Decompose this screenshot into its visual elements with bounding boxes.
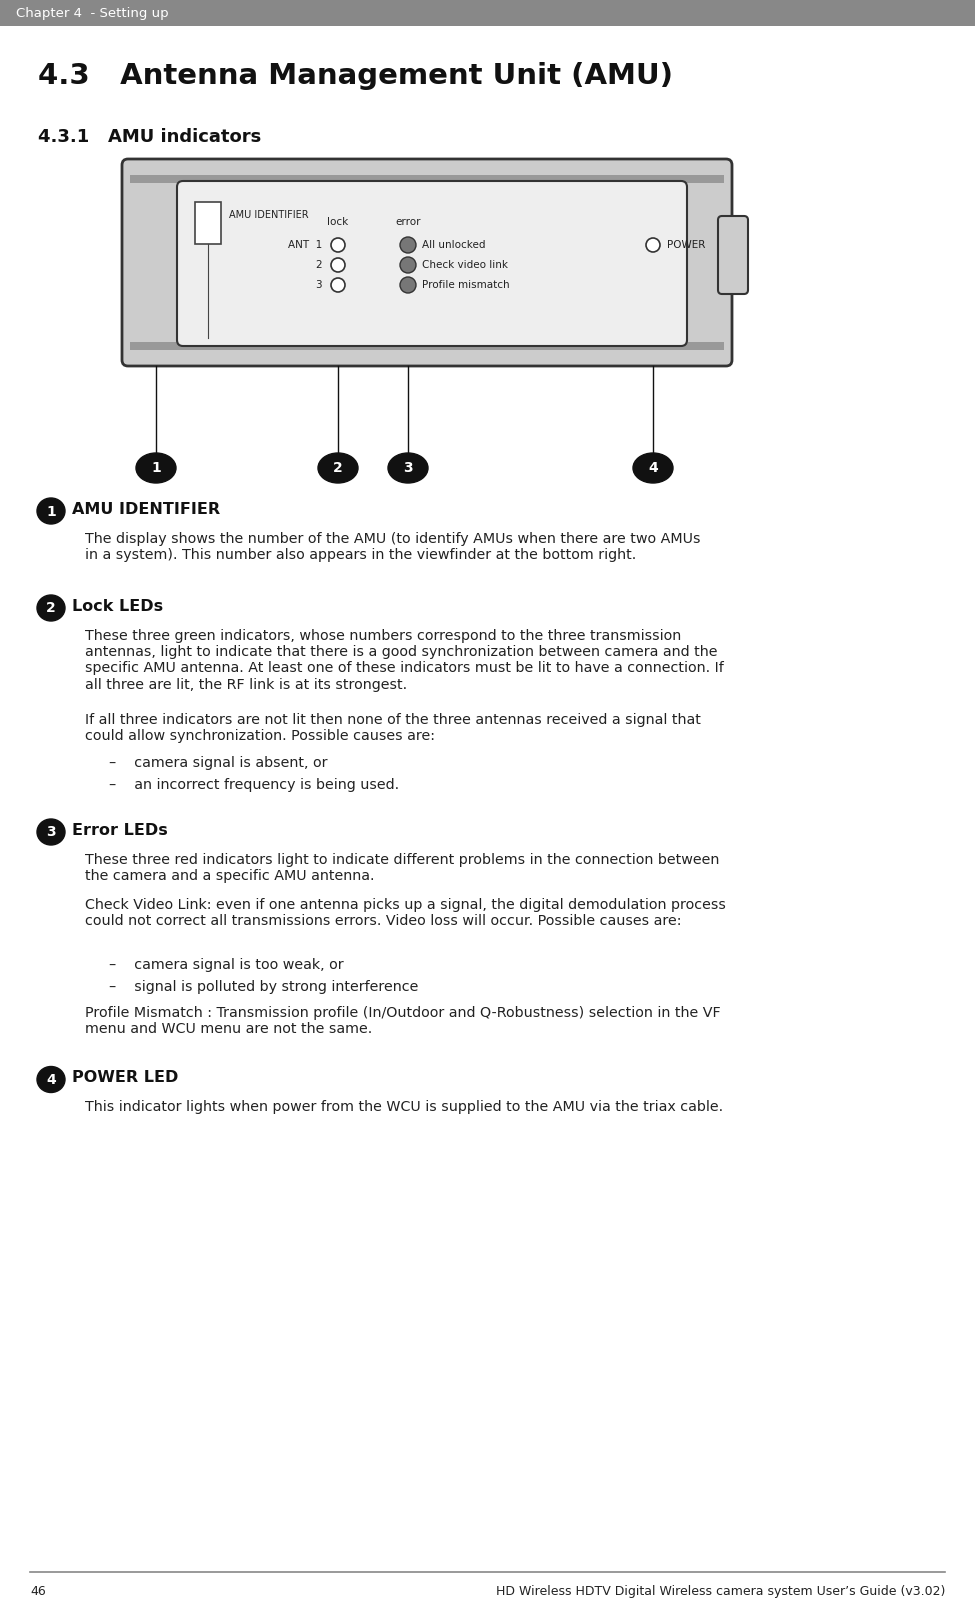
Text: –    camera signal is absent, or: – camera signal is absent, or	[109, 757, 328, 769]
Text: Lock LEDs: Lock LEDs	[72, 600, 163, 614]
Ellipse shape	[37, 595, 65, 620]
Text: –    an incorrect frequency is being used.: – an incorrect frequency is being used.	[109, 777, 399, 792]
Bar	[130, 341, 724, 349]
Text: Chapter 4  - Setting up: Chapter 4 - Setting up	[16, 6, 169, 19]
Ellipse shape	[37, 1066, 65, 1093]
Circle shape	[646, 237, 660, 252]
Text: 2: 2	[46, 601, 56, 616]
FancyBboxPatch shape	[177, 181, 687, 346]
Text: 4.3   Antenna Management Unit (AMU): 4.3 Antenna Management Unit (AMU)	[38, 63, 673, 90]
Text: 4: 4	[648, 462, 658, 476]
Text: 3: 3	[46, 826, 56, 840]
Text: ANT  1: ANT 1	[288, 240, 322, 250]
Text: The display shows the number of the AMU (to identify AMUs when there are two AMU: The display shows the number of the AMU …	[85, 532, 700, 563]
Text: error: error	[395, 216, 421, 228]
Circle shape	[331, 237, 345, 252]
Text: This indicator lights when power from the WCU is supplied to the AMU via the tri: This indicator lights when power from th…	[85, 1101, 723, 1114]
Text: Check Video Link: even if one antenna picks up a signal, the digital demodulatio: Check Video Link: even if one antenna pi…	[85, 898, 725, 928]
Ellipse shape	[633, 454, 673, 483]
Text: Check video link: Check video link	[422, 260, 508, 269]
FancyBboxPatch shape	[718, 216, 748, 293]
Circle shape	[400, 256, 416, 273]
Text: AMU IDENTIFIER: AMU IDENTIFIER	[229, 210, 309, 220]
Text: POWER: POWER	[667, 240, 705, 250]
FancyBboxPatch shape	[122, 159, 732, 365]
Text: 1: 1	[151, 462, 161, 476]
Text: 2: 2	[315, 260, 322, 269]
Text: HD Wireless HDTV Digital Wireless camera system User’s Guide (v3.02): HD Wireless HDTV Digital Wireless camera…	[495, 1585, 945, 1598]
Circle shape	[331, 258, 345, 273]
Text: 3: 3	[404, 462, 412, 476]
Text: 3: 3	[315, 281, 322, 290]
Text: AMU IDENTIFIER: AMU IDENTIFIER	[72, 502, 220, 518]
Text: 2: 2	[333, 462, 343, 476]
Bar	[195, 202, 221, 244]
Circle shape	[331, 277, 345, 292]
Bar	[130, 175, 724, 183]
Text: –    signal is polluted by strong interference: – signal is polluted by strong interfere…	[109, 979, 418, 994]
Text: Profile Mismatch : Transmission profile (In/Outdoor and Q-Robustness) selection : Profile Mismatch : Transmission profile …	[85, 1005, 721, 1036]
Text: 4: 4	[46, 1072, 56, 1087]
Ellipse shape	[388, 454, 428, 483]
Text: 46: 46	[30, 1585, 46, 1598]
Bar	[0, 0, 975, 26]
Text: These three green indicators, whose numbers correspond to the three transmission: These three green indicators, whose numb…	[85, 628, 723, 691]
Text: Error LEDs: Error LEDs	[72, 822, 168, 838]
Circle shape	[400, 237, 416, 253]
Circle shape	[400, 277, 416, 293]
Text: 1: 1	[46, 505, 56, 518]
Ellipse shape	[136, 454, 176, 483]
Text: Profile mismatch: Profile mismatch	[422, 281, 510, 290]
Text: These three red indicators light to indicate different problems in the connectio: These three red indicators light to indi…	[85, 853, 720, 883]
Text: –    camera signal is too weak, or: – camera signal is too weak, or	[109, 959, 343, 973]
Text: lock: lock	[328, 216, 349, 228]
Ellipse shape	[37, 499, 65, 524]
Text: 4.3.1   AMU indicators: 4.3.1 AMU indicators	[38, 128, 261, 146]
Ellipse shape	[37, 819, 65, 845]
Text: All unlocked: All unlocked	[422, 240, 486, 250]
Text: POWER LED: POWER LED	[72, 1071, 178, 1085]
Ellipse shape	[318, 454, 358, 483]
Text: If all three indicators are not lit then none of the three antennas received a s: If all three indicators are not lit then…	[85, 713, 701, 744]
